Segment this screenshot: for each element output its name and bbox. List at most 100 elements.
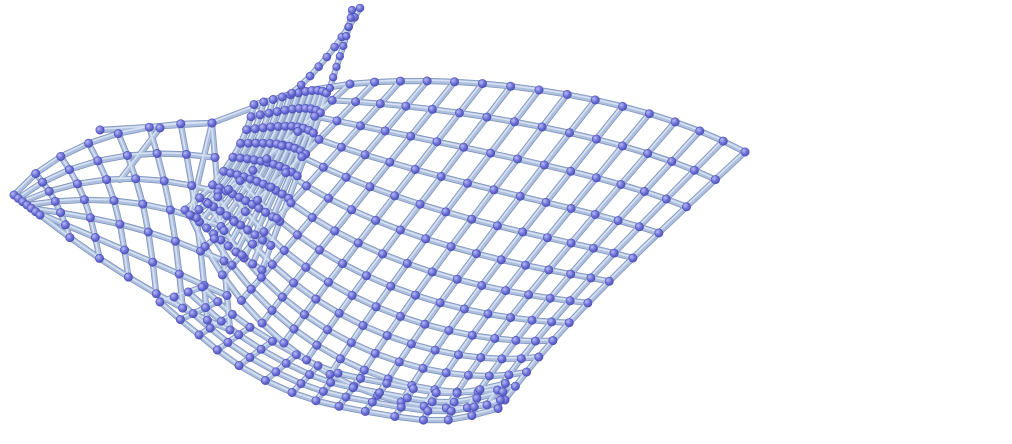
vertex-sphere (291, 350, 301, 360)
vertex-sphere (277, 292, 287, 302)
edge-tube (485, 288, 509, 317)
vertex-sphere (639, 187, 649, 197)
vertex-sphere (510, 381, 520, 391)
edge-tube (403, 78, 430, 109)
vertex-sphere (477, 79, 487, 89)
edge-tube-highlight (657, 205, 687, 233)
edge-tube (388, 261, 410, 289)
vertex-sphere (501, 286, 511, 296)
vertex-sphere (256, 344, 266, 354)
vertex-sphere (504, 370, 514, 380)
vertex-sphere (520, 260, 530, 270)
vertex-sphere (395, 225, 405, 235)
edge-tube-highlight (607, 256, 634, 282)
edge-tube (637, 196, 669, 229)
edge-tube (512, 87, 542, 125)
edge-tube-highlight (489, 120, 515, 153)
vertex-sphere (318, 386, 328, 396)
edge-tube (15, 179, 45, 201)
vertex-sphere (299, 310, 309, 320)
vertex-sphere (287, 387, 297, 397)
vertex-sphere (591, 134, 601, 144)
vertex-sphere (237, 250, 247, 260)
vertex-sphere (427, 267, 437, 277)
vertex-sphere (262, 154, 272, 164)
edge-tube-highlight (87, 131, 119, 144)
vertex-sphere (395, 311, 405, 321)
vertex-sphere (670, 117, 680, 127)
vertex-sphere (250, 230, 260, 240)
edge-tube (642, 159, 675, 194)
vertex-sphere (326, 377, 336, 387)
edge-tube (663, 167, 697, 202)
vertex-sphere (415, 199, 425, 209)
edge-tube-highlight (513, 88, 540, 122)
vertex-sphere (347, 205, 357, 215)
vertex-sphere (248, 239, 258, 249)
vertex-sphere (667, 157, 677, 167)
vertex-sphere (224, 184, 234, 194)
edge-tube (547, 271, 574, 301)
edge-tube (585, 278, 612, 306)
edge-tube (430, 107, 462, 116)
edge-tube-highlight (424, 210, 447, 239)
edge-tube (355, 218, 379, 246)
vertex-sphere (323, 193, 333, 203)
vertex-sphere (281, 358, 291, 368)
edge-tube-highlight (368, 160, 391, 187)
vertex-sphere (258, 235, 268, 245)
vertex-sphere (521, 367, 531, 377)
edge-tube (184, 152, 218, 160)
vertex-sphere (311, 294, 321, 304)
edge-tube-highlight (409, 107, 433, 137)
edge-tube-highlight (569, 176, 597, 209)
edge-tube-highlight (116, 125, 150, 134)
vertex-sphere (259, 227, 269, 237)
edge-tube-highlight (378, 79, 401, 104)
vertex-sphere (545, 293, 555, 303)
edge-tube (630, 230, 662, 261)
edge-tube-highlight (435, 111, 460, 142)
edge-tube (543, 169, 574, 205)
edge-tube-highlight (177, 272, 183, 309)
vertex-sphere (359, 365, 369, 375)
vertex-sphere (382, 378, 392, 388)
vertex-sphere (223, 241, 233, 251)
vertex-sphere (296, 80, 306, 90)
vertex-sphere (618, 101, 628, 111)
vertex-sphere (322, 52, 332, 62)
edge-tube (367, 159, 393, 190)
edge-tube-highlight (631, 231, 660, 258)
vertex-sphere (689, 165, 699, 175)
vertex-sphere (65, 233, 75, 243)
vertex-sphere (654, 228, 664, 238)
vertex-sphere (390, 411, 400, 421)
edge-tube (520, 200, 549, 235)
vertex-sphere (155, 297, 165, 307)
vertex-sphere (566, 204, 576, 214)
edge-tube (412, 139, 440, 172)
vertex-sphere (253, 195, 263, 205)
vertex-sphere (217, 270, 227, 280)
vertex-sphere (219, 256, 229, 266)
vertex-sphere (194, 330, 204, 340)
vertex-sphere (260, 375, 270, 385)
edge-tube (567, 275, 594, 304)
edge-tube-highlight (530, 296, 551, 321)
vertex-sphere (515, 191, 525, 201)
vertex-sphere (524, 290, 534, 300)
vertex-sphere (495, 395, 505, 405)
vertex-sphere (534, 352, 544, 362)
vertex-sphere (334, 401, 344, 411)
vertex-sphere (406, 131, 416, 141)
edge-tube (82, 197, 117, 203)
vertex-sphere (518, 227, 528, 237)
vertex-sphere (210, 153, 220, 163)
vertex-sphere (329, 73, 338, 82)
vertex-sphere (380, 126, 390, 136)
edge-tube (491, 156, 520, 193)
vertex-sphere (360, 406, 370, 416)
edge-tube (387, 133, 414, 165)
vertex-sphere (201, 303, 211, 313)
vertex-sphere (215, 206, 225, 216)
